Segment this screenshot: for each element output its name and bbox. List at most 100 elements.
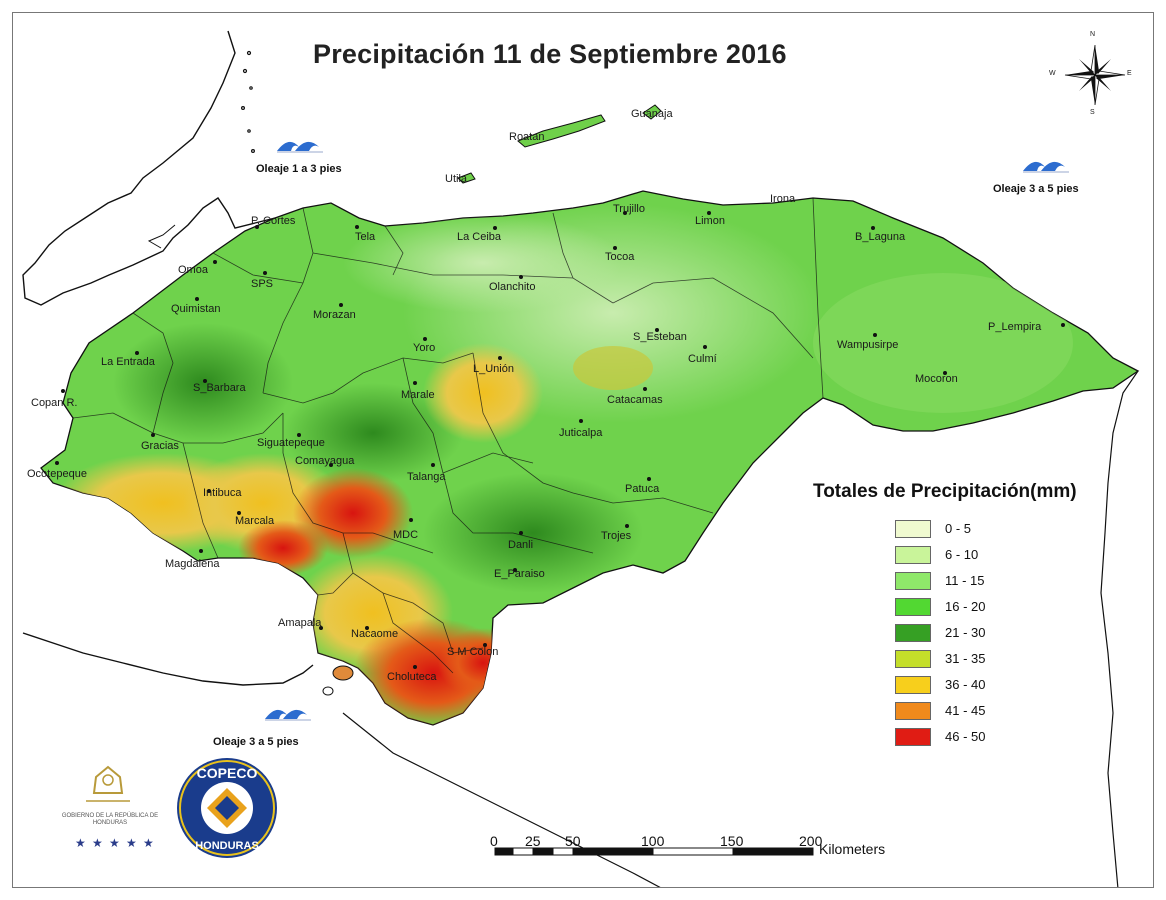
city-dot bbox=[319, 626, 323, 630]
copeco-top-text: COPECO bbox=[197, 765, 258, 781]
city-dot bbox=[483, 643, 487, 647]
legend-swatch bbox=[895, 624, 931, 642]
city-dot bbox=[297, 433, 301, 437]
city-dot bbox=[519, 531, 523, 535]
scale-tick-200: 200 bbox=[799, 833, 823, 849]
scale-tick-100: 100 bbox=[641, 833, 665, 849]
city-dot bbox=[655, 328, 659, 332]
city-dot bbox=[151, 433, 155, 437]
city-dot bbox=[365, 626, 369, 630]
svg-text:★: ★ bbox=[92, 836, 103, 850]
city-dot bbox=[703, 345, 707, 349]
legend-label: 11 - 15 bbox=[945, 573, 985, 588]
map-title: Precipitación 11 de Septiembre 2016 bbox=[313, 39, 787, 69]
place-la-entrada: La Entrada bbox=[101, 356, 155, 368]
legend-swatch bbox=[895, 546, 931, 564]
government-stars: ★ ★ ★ ★ ★ bbox=[75, 836, 154, 850]
city-dot bbox=[579, 419, 583, 423]
place-l-union: L_Unión bbox=[473, 363, 514, 375]
legend-swatch bbox=[895, 728, 931, 746]
place-tela: Tela bbox=[355, 231, 376, 243]
place-magdalena: Magdalena bbox=[165, 558, 220, 570]
place-mocoron: Mocoron bbox=[915, 373, 958, 385]
city-dot bbox=[871, 226, 875, 230]
city-dot bbox=[237, 511, 241, 515]
place-danli: Danli bbox=[508, 539, 534, 551]
copeco-bottom-text: HONDURAS bbox=[195, 840, 259, 852]
place-comayagua: Comayagua bbox=[295, 455, 355, 467]
place-catacamas: Catacamas bbox=[607, 394, 663, 406]
place-p-cortes: P. Cortes bbox=[251, 215, 296, 227]
city-dot bbox=[1061, 323, 1065, 327]
place-gracias: Gracias bbox=[141, 440, 179, 452]
wave-icon-ne bbox=[1023, 161, 1069, 173]
scale-tick-150: 150 bbox=[720, 833, 744, 849]
place-marcala: Marcala bbox=[235, 515, 275, 527]
legend-swatch bbox=[895, 702, 931, 720]
city-dot bbox=[355, 225, 359, 229]
city-dot bbox=[55, 461, 59, 465]
legend-label: 6 - 10 bbox=[945, 547, 979, 562]
place-roatan: Roatan bbox=[509, 131, 545, 143]
place-talanga: Talanga bbox=[407, 471, 446, 483]
legend-label: 0 - 5 bbox=[945, 521, 972, 536]
city-dot bbox=[413, 665, 417, 669]
surf-label-north-west: Oleaje 1 a 3 pies bbox=[256, 163, 342, 175]
compass-rose-icon bbox=[1064, 44, 1126, 106]
city-dot bbox=[513, 568, 517, 572]
city-dot bbox=[413, 381, 417, 385]
place-sps: SPS bbox=[251, 278, 274, 290]
legend-swatch bbox=[895, 572, 931, 590]
city-dot bbox=[329, 463, 333, 467]
compass-e: E bbox=[1127, 70, 1132, 77]
place-intibuca: Intibuca bbox=[203, 487, 242, 499]
place-choluteca: Choluteca bbox=[387, 671, 437, 683]
compass-s: S bbox=[1090, 109, 1095, 116]
city-dot bbox=[61, 389, 65, 393]
scale-tick-25: 25 bbox=[525, 833, 541, 849]
place-tocoa: Tocoa bbox=[605, 251, 635, 263]
city-dot bbox=[199, 549, 203, 553]
legend-swatch bbox=[895, 650, 931, 668]
surf-label-south: Oleaje 3 a 5 pies bbox=[213, 736, 299, 748]
city-dot bbox=[213, 260, 217, 264]
place-yoro: Yoro bbox=[413, 342, 436, 354]
place-olanchito: Olanchito bbox=[489, 281, 536, 293]
legend-title: Totales de Precipitación(mm) bbox=[813, 481, 1077, 502]
place-p-lempira: P_Lempira bbox=[988, 321, 1042, 333]
place-siguatepeque: Siguatepeque bbox=[257, 437, 325, 449]
compass-w: W bbox=[1049, 70, 1056, 77]
scale-tick-50: 50 bbox=[565, 833, 581, 849]
city-dot bbox=[623, 211, 627, 215]
city-dot bbox=[207, 489, 211, 493]
legend-label: 31 - 35 bbox=[945, 651, 986, 666]
city-dot bbox=[943, 371, 947, 375]
city-dot bbox=[873, 333, 877, 337]
place-morazan: Morazan bbox=[313, 309, 356, 321]
svg-text:★: ★ bbox=[109, 836, 120, 850]
map-frame: ★ ★ ★ ★ ★ COPECO HONDURAS Precipitación 11 d… bbox=[12, 12, 1154, 888]
legend-label: 46 - 50 bbox=[945, 729, 986, 744]
place-e-paraiso: E_Paraiso bbox=[494, 568, 545, 580]
legend-swatch bbox=[895, 676, 931, 694]
place-wampusirpe: Wampusirpe bbox=[837, 339, 899, 351]
city-dot bbox=[519, 275, 523, 279]
svg-text:★: ★ bbox=[126, 836, 137, 850]
place-la-ceiba: La Ceiba bbox=[457, 231, 502, 243]
compass-n: N bbox=[1090, 31, 1096, 38]
city-dot bbox=[339, 303, 343, 307]
place-limon: Limon bbox=[695, 215, 725, 227]
place-irona: Irona bbox=[770, 193, 796, 205]
place-juticalpa: Juticalpa bbox=[559, 427, 603, 439]
city-dot bbox=[195, 297, 199, 301]
city-dot bbox=[498, 356, 502, 360]
place-omoa: Omoa bbox=[178, 264, 208, 276]
city-dot bbox=[707, 211, 711, 215]
city-dot bbox=[613, 246, 617, 250]
place-ocotepeque: Ocotepeque bbox=[27, 468, 87, 480]
legend-swatch bbox=[895, 598, 931, 616]
scale-unit: Kilometers bbox=[819, 841, 886, 857]
legend-label: 16 - 20 bbox=[945, 599, 986, 614]
legend-label: 21 - 30 bbox=[945, 625, 986, 640]
surf-label-north-east: Oleaje 3 a 5 pies bbox=[993, 183, 1079, 195]
